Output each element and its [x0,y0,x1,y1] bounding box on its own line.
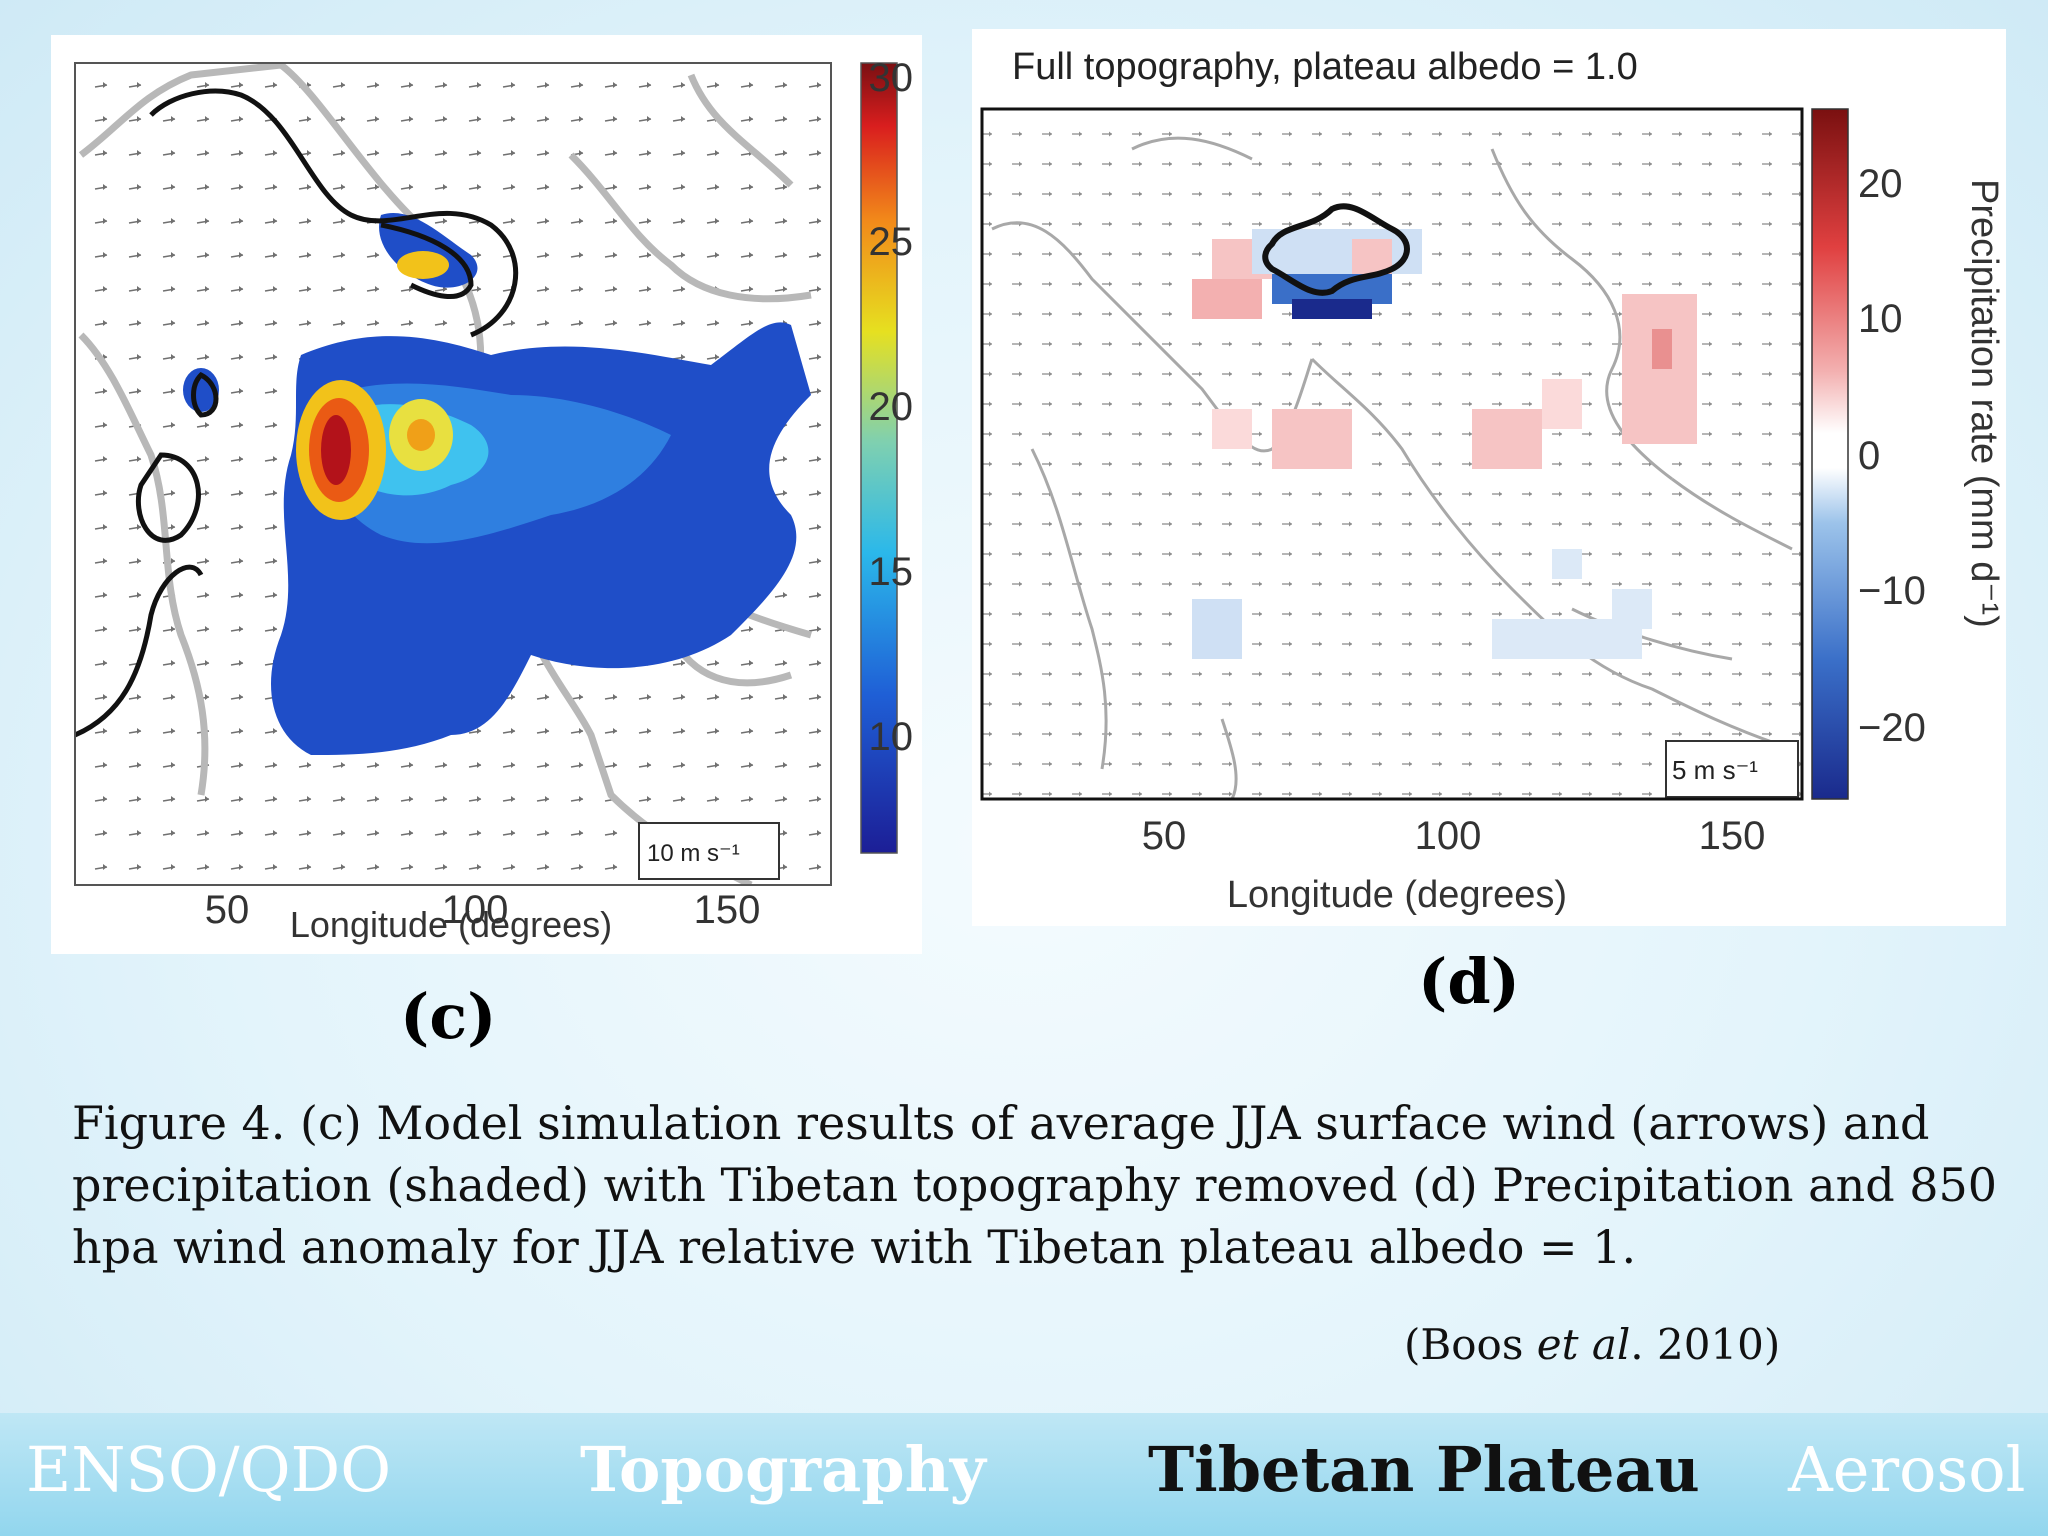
xaxis-tick-100-d: 100 [1415,814,1482,858]
colorbar-tick-30: 30 [869,56,914,100]
panel-d-figure: Full topography, plateau albedo = 1.0 [972,29,2006,926]
colorbar-tick-10: 10 [1858,297,1903,341]
xaxis-label-d: Longitude (degrees) [1227,874,1567,916]
citation-rest: . 2010) [1630,1320,1781,1369]
citation-etal: et al [1536,1320,1631,1369]
xaxis-label-c: Longitude (degrees) [290,904,612,945]
panel-c-map: 10 m s⁻¹ 30 25 20 15 10 50 100 150 Longi… [74,56,914,945]
panel-d-title: Full topography, plateau albedo = 1.0 [1012,46,1638,88]
nav-item-enso-qdo[interactable]: ENSO/QDO [26,1433,392,1506]
colorbar-tick-10: 10 [869,715,914,759]
citation-open: (Boos [1404,1320,1537,1369]
xaxis-tick-50-d: 50 [1142,814,1187,858]
xaxis-tick-150-c: 150 [694,888,761,932]
xaxis-tick-100-c: 100 [442,888,509,932]
colorbar-tick-20: 20 [1858,162,1903,206]
colorbar-tick-minus10: −10 [1858,569,1926,613]
panel-d-map: Full topography, plateau albedo = 1.0 [980,46,2005,916]
scale-arrow-label-d: 5 m s⁻¹ [1672,755,1758,785]
xaxis-tick-50-c: 50 [205,888,250,932]
colorbar-tick-minus20: −20 [1858,706,1926,750]
colorbar-tick-15: 15 [869,550,914,594]
panel-label-c: (c) [400,980,497,1053]
scale-arrow-label-c: 10 m s⁻¹ [647,840,740,867]
colorbar-tick-25: 25 [869,220,914,264]
xaxis-tick-150-d: 150 [1699,814,1766,858]
figure-caption: Figure 4. (c) Model simulation results o… [72,1096,1998,1274]
nav-item-aerosol[interactable]: Aerosol [1788,1433,2026,1506]
panel-c-figure: 10 m s⁻¹ 30 25 20 15 10 50 100 150 Longi… [51,35,922,954]
section-nav-bar: ENSO/QDO Topography Tibetan Plateau Aero… [0,1413,2048,1536]
colorbar-tick-0: 0 [1858,434,1880,478]
colorbar-label-d: Precipitation rate (mm d⁻¹) [1963,179,2005,628]
nav-item-tibetan-plateau[interactable]: Tibetan Plateau [1148,1433,1700,1506]
colorbar-tick-20: 20 [869,385,914,429]
nav-item-topography[interactable]: Topography [580,1433,986,1506]
panel-label-d: (d) [1418,945,1521,1018]
citation: (Boos et al. 2010) [1404,1320,1780,1369]
